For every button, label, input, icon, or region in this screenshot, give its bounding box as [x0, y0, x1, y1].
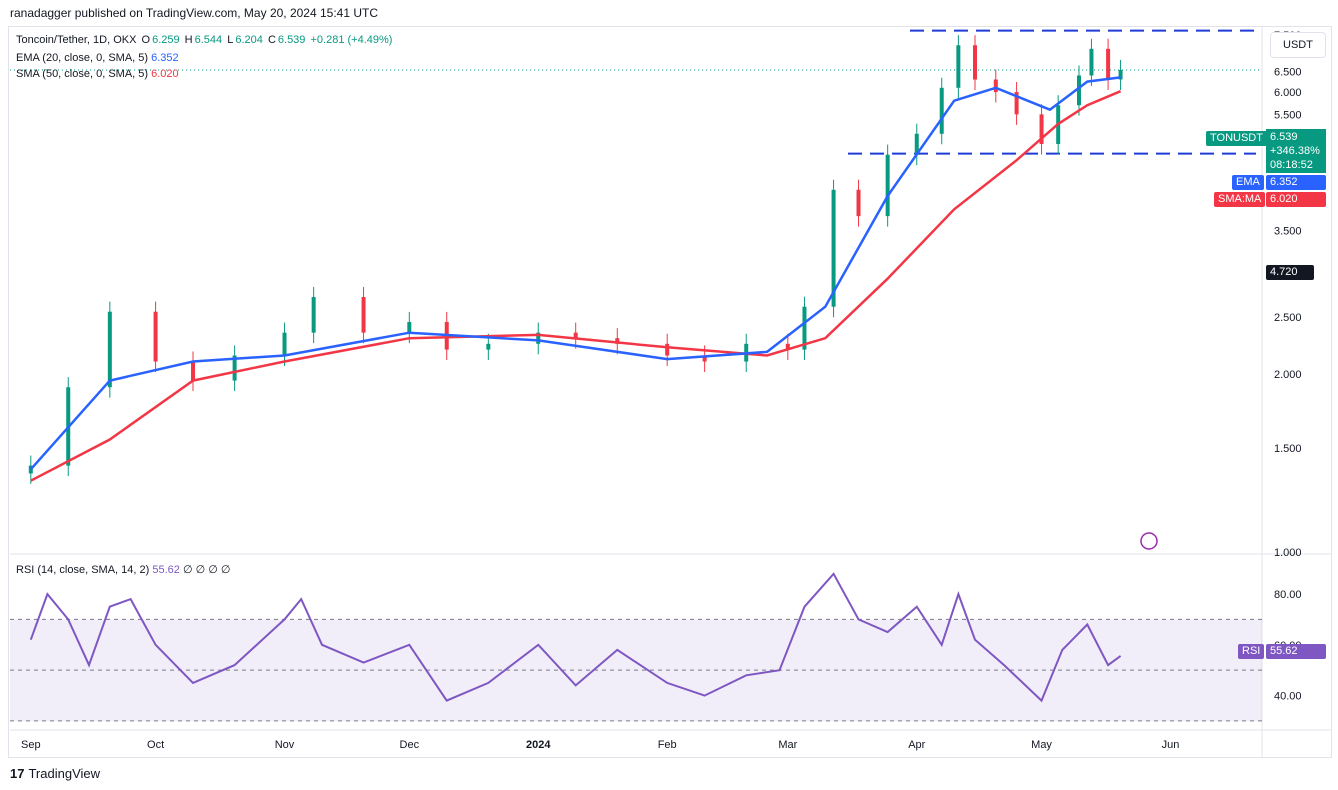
close-value: 6.539	[277, 34, 306, 46]
price-tick-label: 5.500	[1274, 109, 1302, 121]
ema-axis-value: 6.352	[1266, 175, 1326, 190]
last-price-tag: 6.539 +346.38% 08:18:52	[1266, 129, 1326, 173]
sma-legend[interactable]: SMA (50, close, 0, SMA, 5) 6.020	[16, 68, 179, 80]
candle-body	[1076, 75, 1081, 106]
candle-body	[28, 465, 33, 474]
change-value: +0.281 (+4.49%)	[310, 34, 393, 46]
time-tick-label: May	[1031, 739, 1052, 751]
sma-axis-label: SMA:MA	[1214, 192, 1266, 207]
symbol-price-tag: TONUSDT	[1206, 131, 1267, 146]
high-value: 6.544	[194, 34, 223, 46]
candle-body	[914, 133, 919, 155]
sma-legend-label: SMA (50, close, 0, SMA, 5)	[16, 68, 149, 80]
candle-body	[993, 79, 998, 93]
candle-body	[407, 321, 412, 333]
rsi-legend-label: RSI (14, close, SMA, 14, 2)	[16, 564, 150, 576]
candle-body	[939, 87, 944, 134]
candle-body	[1089, 48, 1094, 76]
candle-body	[1014, 92, 1019, 115]
candle-body	[191, 361, 196, 381]
sma-line	[30, 90, 1122, 482]
low-label: L	[227, 34, 234, 46]
level-axis-value: 4.720	[1266, 265, 1314, 280]
time-tick-label: Mar	[778, 739, 797, 751]
time-tick-label: Apr	[908, 739, 925, 751]
candle-body	[785, 343, 790, 350]
price-tick-label: 1.000	[1274, 547, 1302, 559]
rsi-line	[29, 572, 1122, 703]
rsi-legend-value: 55.62	[152, 564, 180, 576]
candle-body	[282, 332, 287, 356]
sma-legend-value: 6.020	[151, 68, 179, 80]
candle-body	[573, 332, 578, 339]
candle-body	[885, 154, 890, 217]
candle-body	[972, 45, 977, 80]
candle-body	[311, 297, 316, 333]
tradingview-brand: TradingView	[28, 766, 101, 781]
ema-legend[interactable]: EMA (20, close, 0, SMA, 5) 6.352	[16, 52, 179, 64]
rsi-axis-value: 55.62	[1266, 644, 1326, 659]
candle-body	[1039, 114, 1044, 145]
sma-axis-value: 6.020	[1266, 192, 1326, 207]
bar-countdown: 08:18:52	[1270, 159, 1313, 171]
last-price-value: 6.539	[1270, 131, 1298, 143]
ema-axis-label: EMA	[1232, 175, 1264, 190]
candle-body	[1118, 69, 1123, 80]
price-tick-label: 1.500	[1274, 443, 1302, 455]
open-label: O	[141, 34, 151, 46]
last-price-change: +346.38%	[1270, 145, 1320, 157]
candle-body	[702, 355, 707, 362]
low-value: 6.204	[235, 34, 263, 46]
open-value: 6.259	[152, 34, 180, 46]
candle-body	[486, 343, 491, 350]
tradingview-logo[interactable]: 17 TradingView	[10, 766, 100, 781]
time-tick-label: Feb	[658, 739, 677, 751]
price-tick-label: 6.000	[1274, 87, 1302, 99]
candle-body	[831, 189, 836, 307]
publisher-line: ranadagger published on TradingView.com,…	[10, 6, 379, 20]
candle-body	[665, 343, 670, 356]
time-tick-label: Jun	[1162, 739, 1180, 751]
time-tick-label: Dec	[400, 739, 420, 751]
time-tick-label: Nov	[275, 739, 295, 751]
time-tick-label: Sep	[21, 739, 41, 751]
rsi-tick-label: 80.00	[1274, 589, 1302, 601]
time-tick-label: Oct	[147, 739, 164, 751]
candle-body	[856, 189, 861, 217]
lightning-logo-icon[interactable]	[1140, 532, 1158, 550]
price-tick-label: 2.000	[1274, 369, 1302, 381]
price-tick-label: 3.500	[1274, 225, 1302, 237]
ema-legend-label: EMA (20, close, 0, SMA, 5)	[16, 52, 149, 64]
rsi-legend-extra: ∅ ∅ ∅ ∅	[182, 564, 231, 576]
candle-body	[232, 355, 237, 381]
chart-frame	[8, 26, 1332, 758]
candle-body	[536, 332, 541, 344]
candle-body	[1106, 48, 1111, 80]
price-tick-label: 2.500	[1274, 312, 1302, 324]
time-tick-label: 2024	[526, 739, 551, 751]
price-tick-label: 6.500	[1274, 66, 1302, 78]
symbol-title[interactable]: Toncoin/Tether, 1D, OKX	[16, 34, 137, 46]
rsi-axis-label: RSI	[1238, 644, 1265, 659]
ema-line	[29, 76, 1121, 471]
candle-body	[615, 338, 620, 344]
ema-legend-value: 6.352	[151, 52, 179, 64]
high-label: H	[184, 34, 193, 46]
currency-button[interactable]: USDT	[1270, 32, 1326, 58]
rsi-legend[interactable]: RSI (14, close, SMA, 14, 2) 55.62 ∅ ∅ ∅ …	[16, 563, 230, 576]
candle-body	[361, 297, 366, 333]
close-label: C	[267, 34, 276, 46]
rsi-tick-label: 40.00	[1274, 691, 1302, 703]
candle-body	[107, 311, 112, 388]
candle-body	[153, 311, 158, 362]
tradingview-logo-icon: 17	[10, 766, 25, 781]
candle-body	[802, 306, 807, 350]
candle-body	[956, 45, 961, 88]
